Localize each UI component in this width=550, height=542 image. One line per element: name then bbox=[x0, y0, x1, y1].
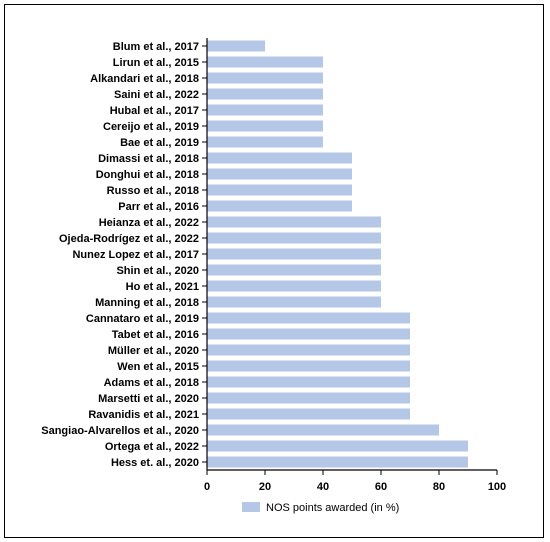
bar bbox=[207, 456, 468, 468]
bar bbox=[207, 424, 439, 436]
x-tick-label: 0 bbox=[204, 481, 210, 493]
category-label: Saini et al., 2022 bbox=[114, 89, 199, 101]
bar bbox=[207, 344, 410, 356]
category-label: Tabet et al., 2016 bbox=[112, 329, 199, 341]
bar bbox=[207, 408, 410, 420]
bar bbox=[207, 232, 381, 244]
category-label: Lirun et al., 2015 bbox=[113, 57, 199, 69]
bar bbox=[207, 40, 265, 52]
category-label: Cereijo et al., 2019 bbox=[103, 121, 199, 133]
category-label: Donghui et al., 2018 bbox=[96, 169, 199, 181]
bar bbox=[207, 264, 381, 276]
category-label: Wen et al., 2015 bbox=[117, 361, 199, 373]
category-label: Shin et al., 2020 bbox=[116, 265, 199, 277]
category-label: Alkandari et al., 2018 bbox=[90, 73, 199, 85]
bar bbox=[207, 216, 381, 228]
category-label: Ortega et al., 2022 bbox=[105, 441, 199, 453]
category-label: Ravanidis et al., 2021 bbox=[88, 409, 199, 421]
bar bbox=[207, 360, 410, 372]
x-tick-label: 100 bbox=[488, 481, 506, 493]
category-label: Parr et al., 2016 bbox=[118, 201, 199, 213]
category-label: Blum et al., 2017 bbox=[113, 41, 199, 53]
category-label: Manning et al., 2018 bbox=[95, 297, 199, 309]
category-labels-group: Blum et al., 2017 Lirun et al., 2015 Alkan… bbox=[41, 41, 199, 469]
bar bbox=[207, 392, 410, 404]
category-label: Cannataro et al., 2019 bbox=[86, 313, 199, 325]
bar bbox=[207, 440, 468, 452]
bar bbox=[207, 312, 410, 324]
bar bbox=[207, 296, 381, 308]
x-ticks-group: 0 20 40 60 80 100 bbox=[204, 470, 506, 493]
bar bbox=[207, 248, 381, 260]
bar bbox=[207, 56, 323, 68]
bar bbox=[207, 328, 410, 340]
bar bbox=[207, 280, 381, 292]
x-tick-label: 40 bbox=[317, 481, 329, 493]
category-label: Heianza et al., 2022 bbox=[99, 217, 199, 229]
category-label: Hubal et al., 2017 bbox=[110, 105, 199, 117]
bars-group bbox=[207, 40, 468, 468]
x-tick-label: 80 bbox=[433, 481, 445, 493]
bar bbox=[207, 88, 323, 100]
bar bbox=[207, 376, 410, 388]
category-label: Ho et al., 2021 bbox=[126, 281, 199, 293]
bar bbox=[207, 152, 352, 164]
bar bbox=[207, 120, 323, 132]
x-tick-label: 20 bbox=[259, 481, 271, 493]
x-tick-label: 60 bbox=[375, 481, 387, 493]
category-label: Müller et al., 2020 bbox=[108, 345, 199, 357]
category-label: Sangiao-Alvarellos et al., 2020 bbox=[41, 425, 199, 437]
bar bbox=[207, 184, 352, 196]
category-label: Marsetti et al., 2020 bbox=[98, 393, 199, 405]
category-label: Dimassi et al., 2018 bbox=[98, 153, 199, 165]
legend-label: NOS points awarded (in %) bbox=[266, 502, 399, 514]
axes-group bbox=[202, 38, 497, 471]
category-label: Nunez Lopez et al., 2017 bbox=[72, 249, 199, 261]
legend-swatch bbox=[242, 502, 260, 512]
category-label: Hess et. al., 2020 bbox=[111, 457, 199, 469]
bar bbox=[207, 136, 323, 148]
category-label: Ojeda-Rodrígez et al., 2022 bbox=[59, 233, 199, 245]
category-label: Adams et al., 2018 bbox=[104, 377, 199, 389]
category-label: Russo et al., 2018 bbox=[107, 185, 199, 197]
bar bbox=[207, 104, 323, 116]
legend: NOS points awarded (in %) bbox=[242, 502, 399, 514]
bar bbox=[207, 200, 352, 212]
bar bbox=[207, 72, 323, 84]
category-label: Bae et al., 2019 bbox=[120, 137, 199, 149]
bar bbox=[207, 168, 352, 180]
